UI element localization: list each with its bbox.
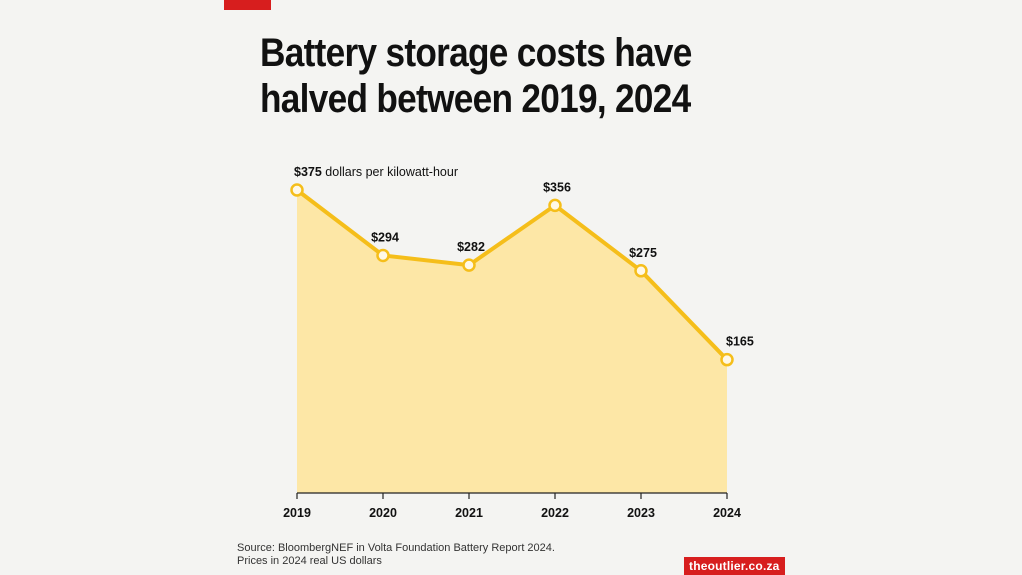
- brand-badge[interactable]: theoutlier.co.za: [684, 557, 785, 575]
- source-line: Source: BloombergNEF in Volta Foundation…: [237, 542, 555, 554]
- x-tick-label-2019: 2019: [283, 506, 311, 520]
- value-label-2022: $356: [543, 180, 571, 194]
- point-2019: [290, 183, 304, 197]
- value-label-2020: $294: [371, 230, 399, 244]
- point-2024: [720, 352, 734, 367]
- x-tick-label-2023: 2023: [627, 506, 655, 520]
- point-2023: [634, 264, 648, 278]
- accent-bar: [224, 0, 271, 10]
- x-tick-label-2021: 2021: [455, 506, 483, 520]
- value-label-2019: $375 dollars per kilowatt-hour: [294, 165, 458, 179]
- x-tick-label-2020: 2020: [369, 506, 397, 520]
- series-line: [295, 188, 729, 362]
- point-2020: [376, 248, 390, 263]
- x-tick-label-2022: 2022: [541, 506, 569, 520]
- point-2022: [548, 198, 562, 213]
- value-label-2023: $275: [629, 246, 657, 260]
- value-label-2024: $165: [726, 335, 754, 349]
- value-label-2021: $282: [457, 240, 485, 254]
- x-tick-label-2024: 2024: [713, 506, 741, 520]
- area-fill: [297, 190, 727, 493]
- chart-title: Battery storage costs have halved betwee…: [260, 31, 692, 121]
- price-note-line: Prices in 2024 real US dollars: [237, 555, 382, 567]
- point-2021: [462, 258, 476, 272]
- source-note: Source: BloombergNEF in Volta Foundation…: [237, 542, 555, 568]
